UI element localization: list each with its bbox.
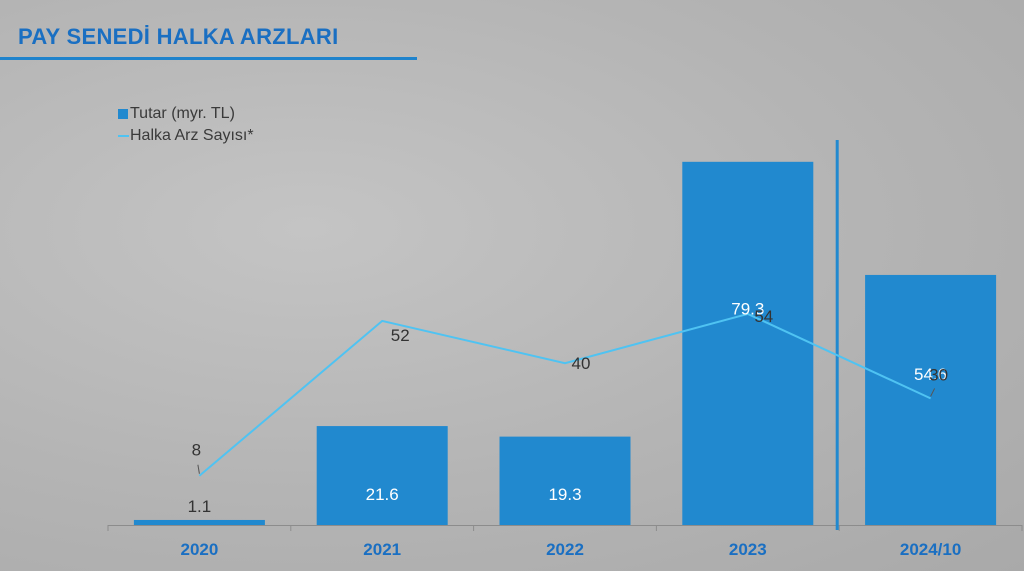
bar-2020 [133, 519, 265, 525]
line-label-leader [930, 388, 936, 397]
bar-2024/10 [865, 274, 997, 525]
page-title: PAY SENEDİ HALKA ARZLARI [18, 24, 339, 49]
legend-bar-label: Tutar (myr. TL) [130, 105, 235, 122]
bar-value-label: 19.3 [548, 485, 581, 504]
legend-bar-swatch [118, 109, 128, 119]
bar-value-label: 54.6 [914, 365, 947, 384]
line-value-label: 40 [572, 354, 591, 373]
line-series-halka-arz [198, 312, 932, 477]
bar-value-label: 21.6 [366, 485, 399, 504]
bar-2022 [499, 436, 631, 525]
legend-item-line: Halka Arz Sayısı* [118, 125, 254, 147]
legend-item-bar: Tutar (myr. TL) [118, 103, 254, 125]
legend-line-swatch [118, 135, 129, 137]
x-axis-tick-label: 2021 [363, 540, 401, 559]
x-axis-tick-label: 2023 [729, 540, 767, 559]
x-axis-tick-label: 2022 [546, 540, 584, 559]
title-underline [0, 57, 417, 60]
line-value-label: 52 [391, 326, 410, 345]
legend-line-label: Halka Arz Sayısı* [130, 127, 254, 144]
line-label-leader [197, 464, 200, 474]
x-axis-tick-label: 2020 [180, 540, 218, 559]
line-value-label: 54 [754, 307, 773, 326]
bar-2023 [682, 161, 814, 526]
bar-value-label: 1.1 [188, 497, 212, 516]
line-value-label: 30 [929, 365, 948, 384]
chart-legend: Tutar (myr. TL) Halka Arz Sayısı* [118, 103, 254, 147]
bar-2021 [316, 426, 448, 525]
line-value-label: 8 [192, 441, 201, 460]
x-axis-tick-label: 2024/10 [900, 540, 961, 559]
bar-value-label: 79.3 [731, 299, 764, 318]
